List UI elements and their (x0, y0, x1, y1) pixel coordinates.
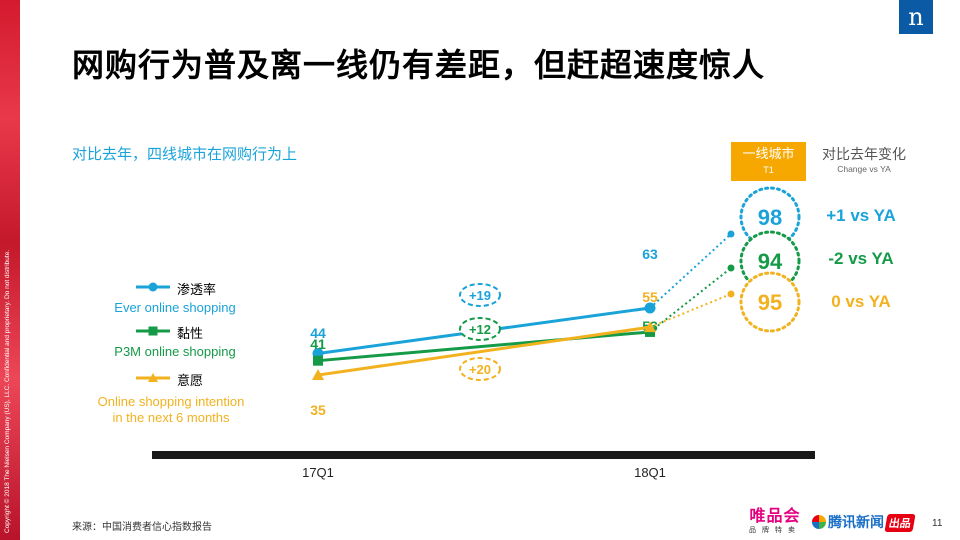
data-label-penetration-18Q1: 63 (642, 246, 658, 262)
x-tick-label-17Q1: 17Q1 (302, 465, 334, 480)
t1-header-box: 一线城市 T1 (731, 142, 806, 181)
marker-intention-18Q1 (644, 321, 656, 333)
t1-label: 一线城市 (742, 146, 795, 161)
marker-stickiness-17Q1 (313, 355, 323, 366)
legend-line-stickiness (136, 326, 170, 336)
source-note: 来源：中国消费者信心指数报告 (72, 522, 212, 533)
vip-logo-tagline: 品牌特卖 (749, 527, 801, 534)
change-header-label: 对比去年变化 (822, 146, 906, 162)
legend-line-penetration (136, 282, 170, 292)
t1-dot-stickiness (727, 264, 735, 272)
x-tick-label-18Q1: 18Q1 (634, 465, 666, 480)
legend-sub-stickiness: P3M online shopping (114, 344, 236, 359)
t1-change-intention: 0 vs YA (831, 292, 891, 311)
t1-sub: T1 (763, 165, 774, 175)
tencent-news-logo: 腾讯新闻 出品 (812, 512, 916, 532)
growth-badge-stickiness (459, 317, 501, 341)
growth-badge-penetration (459, 283, 501, 307)
series-line-stickiness (317, 330, 651, 363)
t1-dot-intention (727, 290, 735, 298)
projection-line-penetration (649, 233, 732, 309)
slide-subtitle: 对比去年，四线城市在网购行为上 (72, 146, 298, 163)
growth-label-intention: +20 (469, 362, 491, 377)
marker-penetration-18Q1 (644, 302, 656, 314)
data-label-intention-17Q1: 35 (310, 402, 326, 418)
tencent-news-icon (812, 515, 826, 529)
growth-badge-intention (459, 357, 501, 381)
t1-value-intention: 95 (758, 290, 782, 315)
legend-label-stickiness: 黏性 (177, 326, 204, 341)
series-line-intention (317, 325, 651, 377)
vip-logo: 唯品会 品牌特卖 (742, 508, 808, 535)
data-label-stickiness-17Q1: 41 (310, 336, 326, 352)
page-number: 11 (932, 518, 943, 529)
marker-intention-17Q1 (312, 369, 324, 381)
data-label-intention-18Q1: 55 (642, 289, 658, 305)
legend-sub-penetration: Ever online shopping (114, 300, 236, 315)
tencent-news-badge: 出品 (884, 514, 916, 532)
side-brand-strip (0, 0, 20, 540)
legend-sub-intention: Online shopping intention in the next 6 … (97, 394, 245, 425)
vip-logo-name: 唯品会 (749, 508, 801, 525)
growth-label-stickiness: +12 (469, 322, 491, 337)
data-label-penetration-17Q1: 44 (310, 325, 326, 341)
projection-line-stickiness (649, 267, 732, 333)
legend-line-intention (136, 373, 170, 382)
t1-change-stickiness: -2 vs YA (828, 249, 893, 268)
change-header: 对比去年变化 Change vs YA (812, 146, 916, 175)
slide-title: 网购行为普及离一线仍有差距，但赶超速度惊人 (72, 47, 766, 83)
x-axis (152, 451, 815, 459)
tencent-news-name: 腾讯新闻 (828, 514, 884, 530)
t1-circle-intention (739, 271, 801, 333)
legend-label-intention: 意愿 (177, 373, 204, 388)
growth-label-penetration: +19 (469, 288, 491, 303)
nielsen-logo: n (899, 0, 933, 34)
t1-dot-penetration (727, 230, 735, 238)
t1-value-penetration: 98 (758, 205, 782, 230)
change-header-sub: Change vs YA (837, 164, 891, 174)
t1-change-penetration: +1 vs YA (826, 206, 896, 225)
legend-label-penetration: 渗透率 (177, 282, 217, 297)
t1-value-stickiness: 94 (758, 249, 783, 274)
